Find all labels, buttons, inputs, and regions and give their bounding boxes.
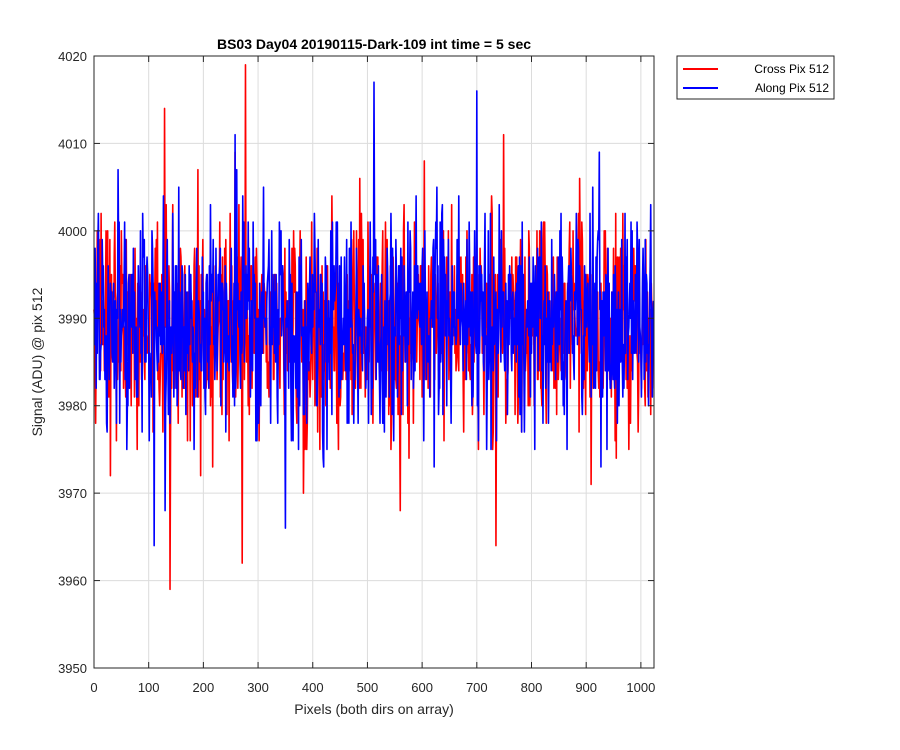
x-tick-label: 100	[138, 680, 160, 695]
x-tick-label: 0	[90, 680, 97, 695]
y-tick-label: 3980	[58, 399, 87, 414]
y-tick-label: 3990	[58, 311, 87, 326]
y-tick-label: 3960	[58, 574, 87, 589]
legend: Cross Pix 512 Along Pix 512	[676, 55, 835, 100]
y-axis-label: Signal (ADU) @ pix 512	[29, 287, 45, 436]
y-tick-label: 4020	[58, 49, 87, 64]
legend-box	[676, 55, 835, 100]
x-tick-label: 700	[466, 680, 488, 695]
legend-label-along: Along Pix 512	[755, 81, 829, 95]
x-tick-label: 900	[575, 680, 597, 695]
chart-title: BS03 Day04 20190115-Dark-109 int time = …	[217, 36, 531, 52]
plot-frame	[93, 55, 655, 669]
x-tick-label: 600	[411, 680, 433, 695]
axis-ticks: 0 100 200 300 400 500 600 700 800 900 1000 3950 3960…	[58, 49, 655, 695]
x-tick-label: 200	[193, 680, 215, 695]
x-tick-label: 800	[521, 680, 543, 695]
x-tick-label: 400	[302, 680, 324, 695]
x-tick-label: 1000	[626, 680, 655, 695]
y-tick-label: 4000	[58, 224, 87, 239]
y-tick-label: 3970	[58, 486, 87, 501]
x-axis-label: Pixels (both dirs on array)	[294, 701, 454, 717]
series-line-along-pix-512	[93, 81, 655, 547]
x-tick-label: 300	[247, 680, 269, 695]
legend-label-cross: Cross Pix 512	[754, 62, 829, 76]
series-lines	[93, 63, 655, 591]
y-tick-label: 4010	[58, 136, 87, 151]
x-tick-label: 500	[357, 680, 379, 695]
y-tick-label: 3950	[58, 661, 87, 676]
